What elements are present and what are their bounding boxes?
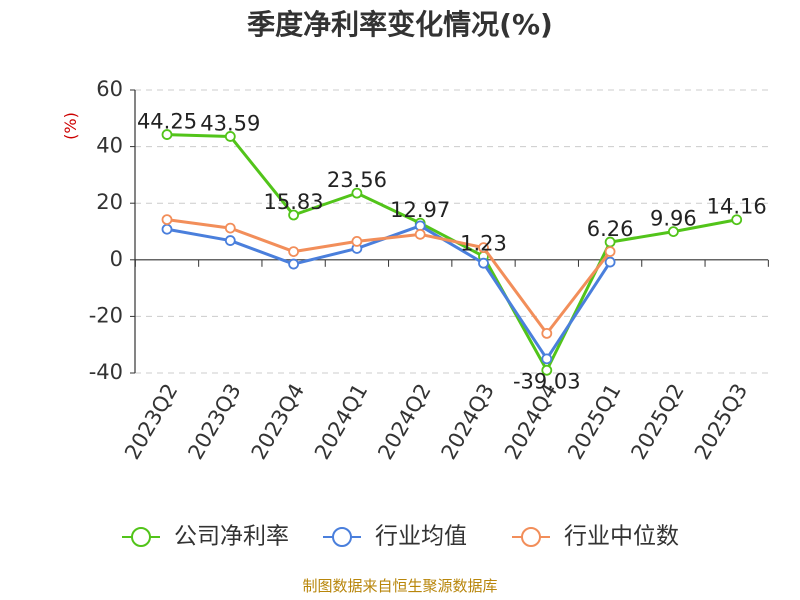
y-tick-label: -20 [89, 303, 123, 327]
x-tick-label: 2023Q2 [120, 380, 182, 464]
legend-label: 公司净利率 [174, 524, 289, 550]
x-tick-label: 2023Q3 [183, 380, 245, 464]
data-point [351, 236, 363, 247]
legend-marker [521, 527, 541, 547]
data-point [224, 131, 236, 142]
series [161, 129, 743, 376]
data-point [478, 242, 489, 254]
data-point [351, 187, 363, 199]
x-tick-label: 2024Q1 [310, 380, 372, 464]
y-tick-label: 60 [96, 77, 123, 101]
x-tick-label: 2024Q3 [437, 380, 499, 464]
data-point [161, 214, 173, 226]
series-line [166, 218, 612, 335]
data-point [288, 246, 300, 257]
data-point [414, 228, 426, 240]
y-tick-label: 40 [96, 134, 123, 158]
y-axis-unit: (%) [61, 112, 80, 140]
y-tick-label: -40 [89, 360, 123, 384]
series-line [166, 224, 612, 361]
data-point [541, 327, 553, 339]
data-point [161, 223, 173, 235]
legend: 公司净利率 行业均值 行业中位数 [122, 524, 679, 550]
data-point [731, 214, 743, 226]
data-point [161, 129, 173, 140]
legend-label: 行业均值 [375, 524, 467, 550]
series-line [166, 133, 737, 372]
data-label: 1.23 [460, 231, 507, 255]
x-tick-label: 2025Q3 [690, 380, 752, 464]
data-point [288, 258, 300, 270]
data-label: 23.56 [327, 168, 387, 192]
y-tick-label: 20 [96, 190, 123, 214]
data-point [604, 246, 616, 257]
data-label: 9.96 [650, 207, 697, 231]
legend-marker [131, 527, 151, 547]
data-point [288, 209, 300, 221]
x-tick-label: 2025Q2 [626, 380, 688, 464]
data-label: 14.16 [707, 195, 767, 219]
data-label: 44.25 [137, 110, 197, 134]
data-point [224, 222, 236, 234]
data-point [604, 256, 616, 268]
data-point [541, 364, 553, 376]
data-point [478, 257, 489, 269]
data-label: 15.83 [264, 190, 324, 214]
data-label: 12.97 [390, 198, 450, 222]
data-label: 43.59 [200, 111, 260, 135]
chart-title: 季度净利率变化情况(%) [247, 8, 553, 41]
data-point [668, 226, 679, 238]
data-point [224, 235, 236, 246]
data-label: 6.26 [587, 217, 634, 241]
data-label: -39.03 [513, 369, 581, 393]
x-tick-label: 2024Q2 [373, 380, 435, 464]
data-source-note: 制图数据来自恒生聚源数据库 [302, 577, 497, 595]
x-tick-label: 2023Q4 [247, 380, 309, 464]
legend-label: 行业中位数 [564, 524, 679, 550]
y-tick-label: 0 [110, 247, 123, 271]
legend-marker [332, 527, 352, 547]
data-point [541, 353, 553, 365]
